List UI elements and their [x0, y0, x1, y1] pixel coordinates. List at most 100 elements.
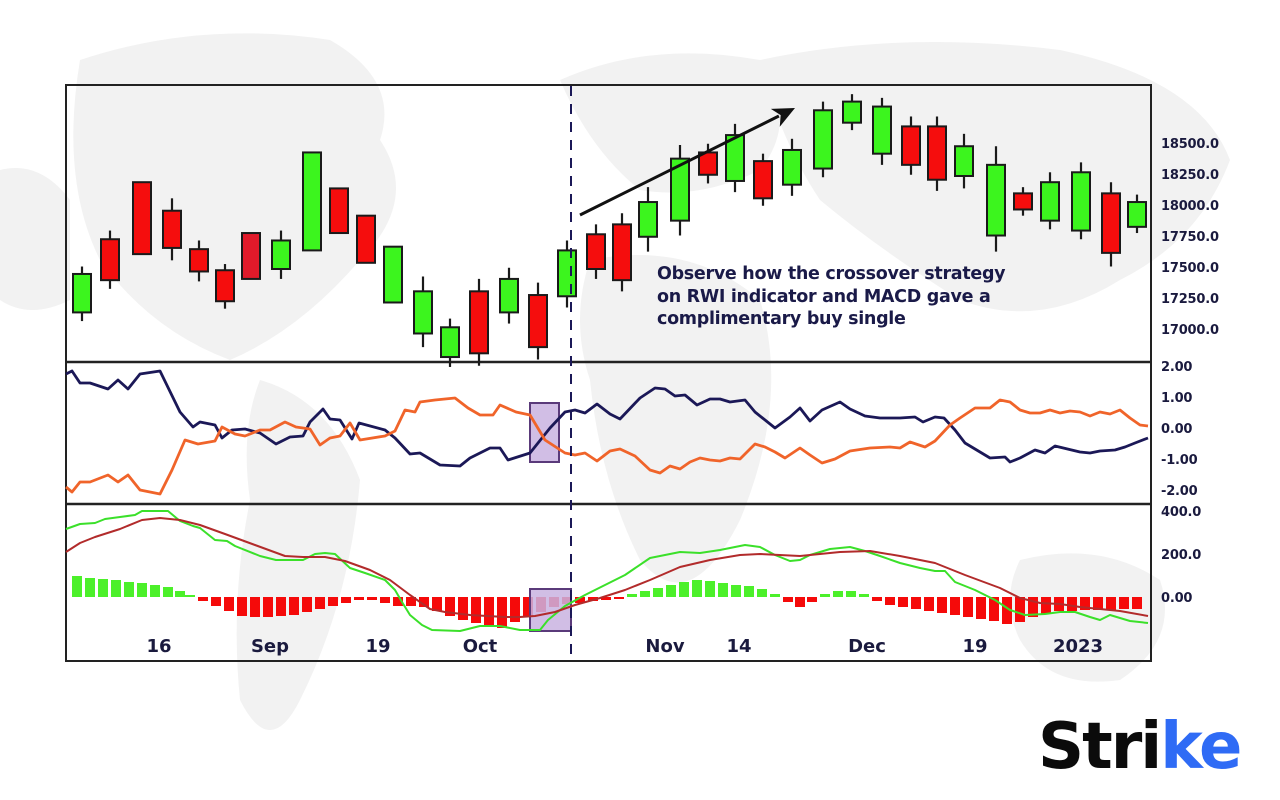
x-tick-label: 19: [962, 636, 988, 657]
histogram-bar: [783, 597, 793, 602]
x-tick-label: Oct: [462, 636, 498, 657]
y-tick-label: 1.00: [1161, 391, 1193, 406]
histogram-bar: [289, 597, 299, 615]
histogram-bar: [163, 587, 173, 597]
histogram-bar: [419, 597, 429, 607]
histogram-bar: [328, 597, 338, 606]
candle: [1013, 187, 1033, 216]
candle: [986, 146, 1006, 252]
histogram-bar: [807, 597, 817, 602]
candle: [356, 214, 376, 264]
histogram-bar: [393, 597, 403, 606]
histogram-bar: [885, 597, 895, 605]
annotation-text: Observe how the crossover strategy on RW…: [657, 263, 1077, 331]
histogram-bar: [705, 581, 715, 597]
histogram-bar: [211, 597, 221, 606]
candle: [586, 224, 606, 279]
histogram-bar: [757, 589, 767, 597]
histogram-bar: [692, 580, 702, 597]
y-tick-label: 2.00: [1161, 360, 1193, 375]
candle: [132, 181, 152, 256]
candle: [383, 245, 403, 304]
histogram-bar: [1067, 597, 1077, 611]
candle: [725, 123, 745, 193]
annotation-line-1: Observe how the crossover strategy: [657, 264, 1006, 284]
histogram-bar: [510, 597, 520, 622]
y-tick-label: -1.00: [1161, 453, 1198, 468]
histogram-bar: [770, 594, 780, 597]
crossover-highlight-box: [529, 588, 572, 632]
crossover-highlights: [529, 402, 572, 632]
x-tick-label: Nov: [645, 636, 685, 657]
macd-histogram: [72, 576, 1142, 628]
candle: [872, 97, 892, 165]
candle: [813, 101, 833, 178]
histogram-bar: [872, 597, 882, 601]
x-tick-label: Sep: [250, 636, 290, 657]
rwi-low-line: [65, 396, 1149, 496]
histogram-bar: [354, 597, 364, 600]
histogram-bar: [85, 578, 95, 597]
histogram-bar: [731, 585, 741, 597]
histogram-bar: [911, 597, 921, 609]
histogram-bar: [653, 588, 663, 597]
candle: [901, 116, 921, 175]
histogram-bar: [198, 597, 208, 601]
candle: [329, 187, 349, 235]
candle: [927, 116, 947, 191]
histogram-bar: [976, 597, 986, 619]
candle: [100, 230, 120, 289]
x-tick-label: Dec: [848, 636, 886, 657]
y-tick-label: 17500.0: [1161, 261, 1219, 276]
annotation-line-2: on RWI indicator and MACD gave a: [657, 286, 991, 307]
histogram-bar: [679, 582, 689, 597]
histogram-bar: [98, 579, 108, 597]
candle: [1040, 172, 1060, 230]
histogram-bar: [137, 583, 147, 597]
histogram-bar: [432, 597, 442, 611]
logo-text-accent: ke: [1160, 710, 1242, 784]
macd-line: [65, 510, 1149, 632]
histogram-bar: [795, 597, 805, 607]
candle: [241, 232, 261, 280]
rwi-high-line: [65, 369, 1149, 468]
candle: [215, 264, 235, 309]
rwi-lines: [65, 369, 1149, 496]
histogram-bar: [937, 597, 947, 613]
histogram-bar: [575, 597, 585, 603]
y-tick-label: 400.0: [1161, 505, 1202, 520]
histogram-bar: [471, 597, 481, 623]
candle: [782, 138, 802, 196]
logo-text-main: Stri: [1038, 710, 1162, 784]
histogram-bar: [111, 580, 121, 597]
strike-logo: Strike: [1038, 710, 1242, 784]
y-tick-label: 17000.0: [1161, 323, 1219, 338]
histogram-bar: [497, 597, 507, 628]
candle: [302, 151, 322, 252]
histogram-bar: [614, 597, 624, 599]
histogram-bar: [185, 595, 195, 597]
y-tick-label: -2.00: [1161, 484, 1198, 499]
histogram-bar: [1119, 597, 1129, 609]
histogram-bar: [989, 597, 999, 621]
candle: [469, 278, 489, 366]
histogram-bar: [523, 597, 533, 616]
histogram-bar: [341, 597, 351, 603]
histogram-bar: [1093, 597, 1103, 610]
x-tick-label: 19: [365, 636, 391, 657]
candle: [189, 240, 209, 282]
y-tick-label: 0.00: [1161, 591, 1193, 606]
macd-lines: [65, 510, 1149, 632]
histogram-bar: [666, 585, 676, 597]
candle: [271, 230, 291, 279]
y-tick-label: 17250.0: [1161, 292, 1219, 307]
candle: [162, 198, 182, 261]
candle: [557, 240, 577, 308]
candle: [954, 133, 974, 189]
x-tick-label: 14: [726, 636, 752, 657]
histogram-bar: [150, 585, 160, 597]
histogram-bar: [1015, 597, 1025, 622]
signal-line: [65, 517, 1149, 618]
candle: [612, 213, 632, 292]
x-tick-label: 16: [146, 636, 172, 657]
